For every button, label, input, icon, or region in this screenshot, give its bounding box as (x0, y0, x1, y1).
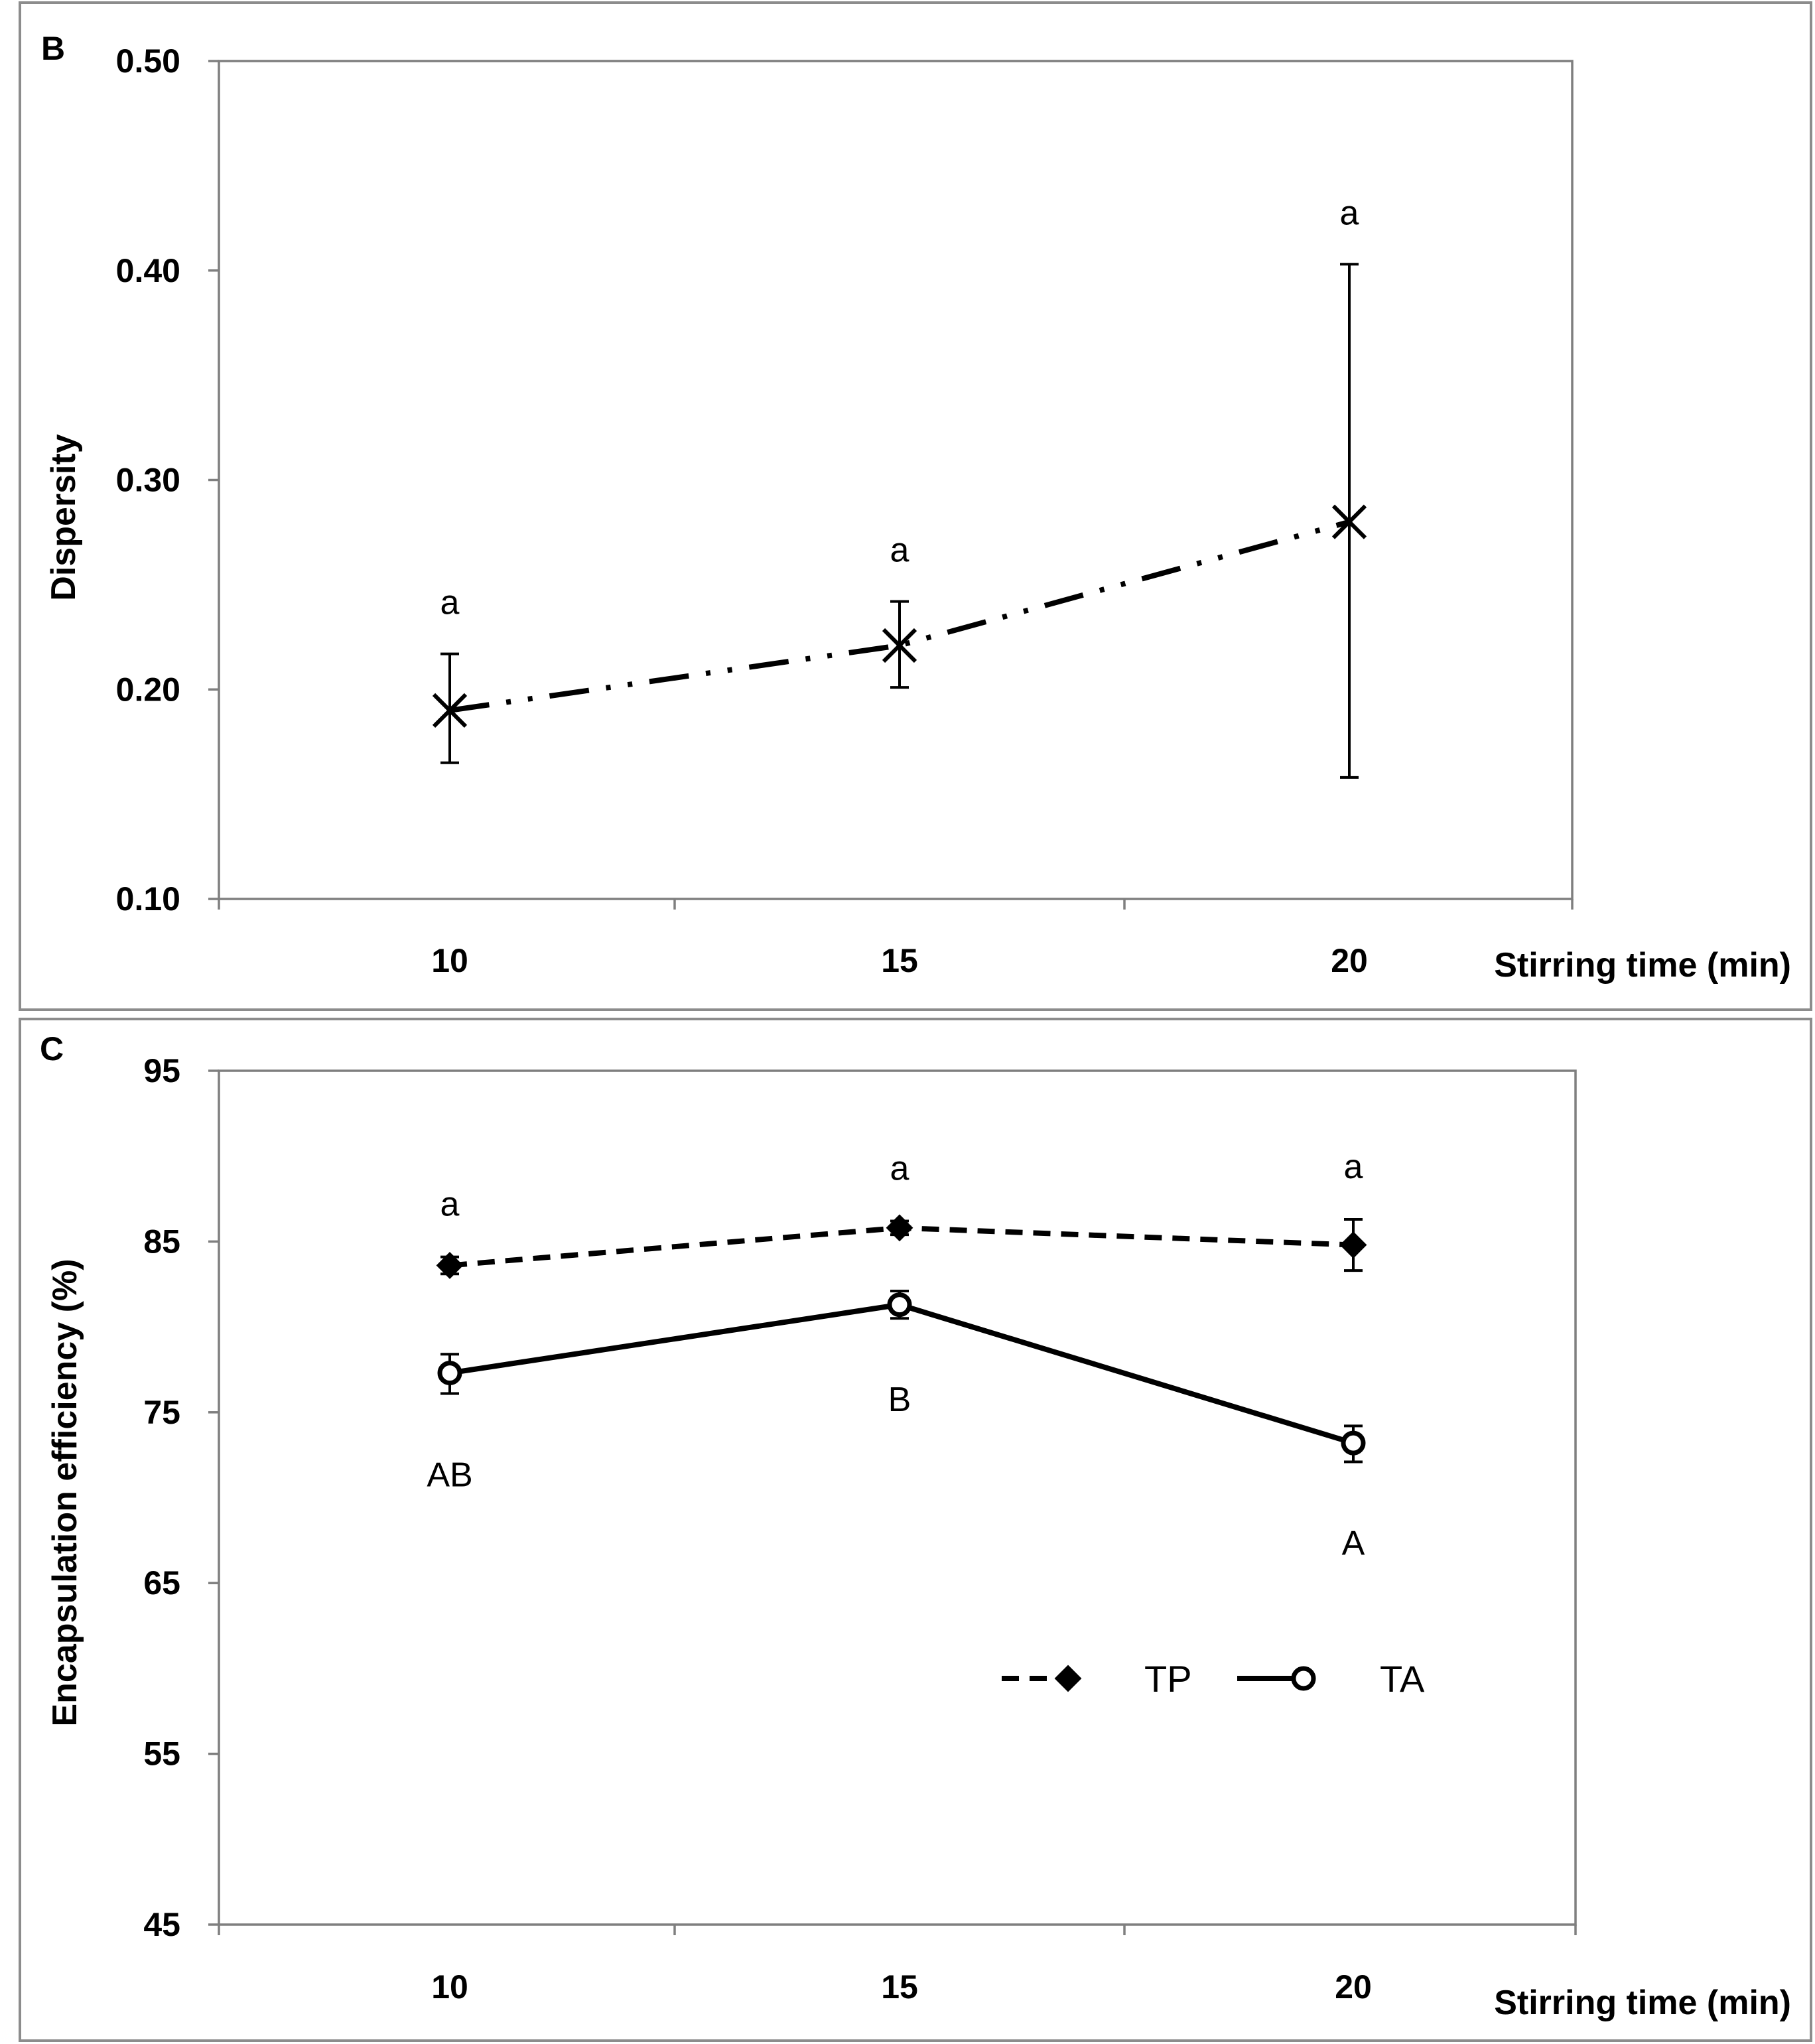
panel-b-dispersity-chart: B 0.10 0.20 0.30 0.40 0.50 10 15 20 a a a Disper… (19, 1, 1812, 1011)
legend-marker-swatch (1291, 1666, 1316, 1691)
legend-item-ta: TA (1237, 1658, 1425, 1700)
panel-b-plot-area (218, 60, 1574, 900)
panel-b-x-axis-label: Stirring time (min) (1494, 946, 1791, 985)
c-data-point (886, 1214, 913, 1242)
panel-c-legend: TP TA (1002, 1658, 1425, 1700)
c-data-point (436, 1252, 464, 1279)
b-significance-label: a (1340, 194, 1359, 232)
legend-label: TP (1144, 1658, 1192, 1700)
c-data-point (437, 1361, 462, 1386)
c-significance-label: AB (427, 1456, 472, 1494)
b-series-main: a a a (432, 194, 1367, 779)
b-y-tick-label: 0.30 (116, 462, 180, 499)
c-x-tick-label: 20 (1335, 1968, 1372, 2006)
c-x-tick-label: 10 (431, 1968, 468, 2006)
c-data-point (1339, 1231, 1367, 1259)
panel-c-plot-area (218, 1069, 1577, 1926)
panel-b-y-ticks: 0.10 0.20 0.30 0.40 0.50 (116, 42, 219, 918)
c-y-tick-label: 45 (143, 1906, 180, 1943)
b-x-tick-label: 15 (881, 942, 918, 979)
b-data-point (1331, 504, 1367, 539)
panel-c-series: a a a AB B A (427, 1148, 1367, 1562)
panel-b-letter: B (41, 30, 65, 67)
legend-marker-swatch (1054, 1665, 1082, 1692)
b-significance-label: a (890, 531, 909, 570)
b-y-tick-label: 0.40 (116, 252, 180, 289)
legend-label: TA (1380, 1658, 1425, 1700)
c-y-tick-label: 55 (143, 1736, 180, 1773)
panel-c-encapsulation-chart: C 45 55 65 75 85 95 10 15 20 a a a AB B A Encapsulat… (19, 1018, 1812, 2042)
b-y-tick-label: 0.50 (116, 42, 180, 80)
b-data-point (432, 693, 468, 728)
c-significance-label: a (1344, 1148, 1363, 1186)
panel-c-letter: C (40, 1030, 64, 1067)
c-y-tick-label: 85 (143, 1223, 180, 1260)
panel-b-border (19, 1, 1812, 1011)
c-series-line (449, 1302, 1355, 1446)
b-x-tick-label: 10 (431, 942, 468, 979)
c-y-tick-label: 65 (143, 1564, 180, 1601)
b-y-tick-label: 0.20 (116, 671, 180, 708)
c-significance-label: B (888, 1381, 911, 1419)
c-series-ta: AB B A (427, 1290, 1366, 1562)
c-significance-label: a (890, 1150, 909, 1188)
c-y-tick-label: 75 (143, 1394, 180, 1431)
b-significance-label: a (440, 584, 460, 622)
panel-b-y-axis-label: Dispersity (44, 434, 83, 601)
c-x-tick-label: 15 (881, 1968, 918, 2006)
panel-c-y-ticks: 45 55 65 75 85 95 (143, 1052, 219, 1943)
c-data-point (1341, 1430, 1366, 1456)
b-y-tick-label: 0.10 (116, 880, 180, 918)
b-data-point (882, 628, 917, 663)
c-series-tp: a a a (436, 1148, 1367, 1279)
c-significance-label: A (1342, 1524, 1365, 1562)
panel-c-y-axis-label: Encapsulation efficiency (%) (46, 1259, 84, 1726)
b-series-line (449, 519, 1351, 713)
panel-b-series: a a a (432, 194, 1367, 779)
b-x-tick-label: 20 (1331, 942, 1368, 979)
legend-item-tp: TP (1002, 1658, 1192, 1700)
c-y-tick-label: 95 (143, 1052, 180, 1089)
panel-c-x-axis-label: Stirring time (min) (1494, 1984, 1791, 2022)
c-data-point (887, 1292, 912, 1318)
panel-b-x-ticks: 10 15 20 (218, 899, 1574, 979)
panel-c-border (19, 1018, 1812, 2042)
panel-c-x-ticks: 10 15 20 (218, 1925, 1577, 2006)
c-significance-label: a (440, 1186, 460, 1224)
